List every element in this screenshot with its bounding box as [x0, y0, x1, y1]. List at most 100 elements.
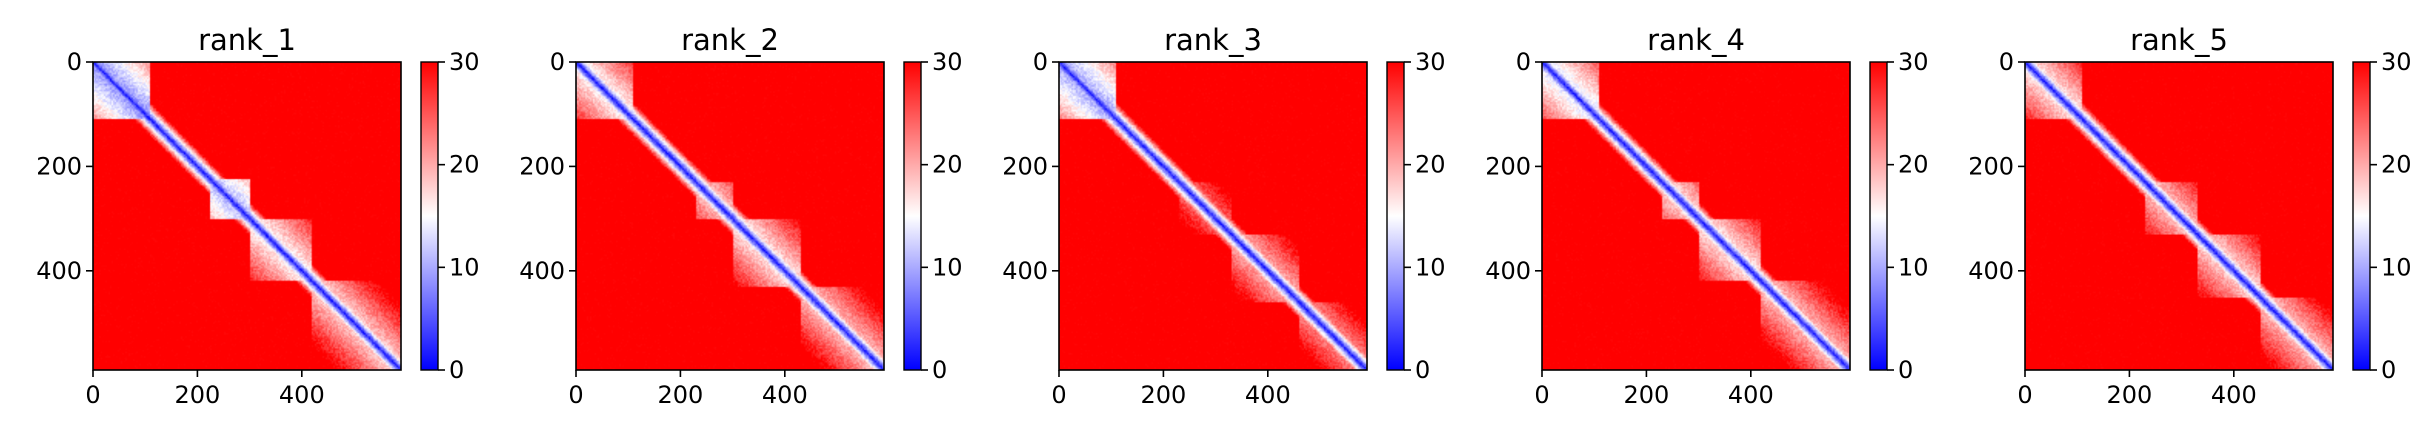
panel-rank-2: rank_2 0 200 400 0 200 400 0 10 20 30: [519, 23, 962, 409]
x-tick-label: 0: [85, 381, 100, 409]
x-tick-label: 200: [1141, 381, 1187, 409]
y-tick-200: 200: [1968, 152, 2025, 180]
colorbar: [2352, 61, 2371, 371]
x-tick-label: 400: [762, 381, 808, 409]
colorbar-tick-label: 10: [1898, 253, 1929, 281]
colorbar: [903, 61, 922, 371]
y-tick-400: 400: [1485, 257, 1542, 285]
colorbar-tick-label: 0: [932, 356, 947, 384]
axes-frame: [2024, 61, 2334, 371]
y-tick-label: 200: [1002, 152, 1048, 180]
x-tick-0: 0: [1534, 370, 1550, 409]
panel-rank-4: rank_4 0 200 400 0 200 400 0 10 20 30: [1485, 23, 1928, 409]
pae-heatmap: [93, 62, 401, 370]
x-tick-400: 400: [1728, 370, 1774, 409]
x-tick-0: 0: [2017, 370, 2033, 409]
y-tick-label: 200: [519, 152, 565, 180]
pae-heatmap: [1542, 62, 1850, 370]
colorbar-tick-label: 0: [1415, 356, 1430, 384]
colorbar-tick-0: 0: [921, 356, 947, 384]
y-tick-0: 0: [1516, 48, 1542, 76]
y-tick-label: 400: [1968, 257, 2014, 285]
x-tick-label: 0: [1534, 381, 1549, 409]
panel-rank-1: rank_1 0 200 400 0 200 400 0 10 20 30: [36, 23, 479, 409]
colorbar-tick-20: 20: [2370, 151, 2412, 179]
colorbar-tick-label: 10: [449, 253, 480, 281]
x-tick-200: 200: [1141, 370, 1187, 409]
colorbar: [1869, 61, 1888, 371]
y-tick-0: 0: [1999, 48, 2025, 76]
colorbar-tick-10: 10: [1887, 253, 1929, 281]
colorbar-tick-label: 30: [449, 48, 480, 76]
colorbar-tick-label: 20: [449, 151, 480, 179]
panel-title: rank_3: [1164, 23, 1262, 57]
y-tick-200: 200: [1485, 152, 1542, 180]
x-tick-200: 200: [1624, 370, 1669, 409]
colorbar: [420, 61, 439, 371]
colorbar-tick-10: 10: [1404, 253, 1446, 281]
panel-title: rank_2: [681, 23, 779, 57]
y-tick-0: 0: [1033, 48, 1059, 76]
axes-frame: [1058, 61, 1368, 371]
colorbar-tick-20: 20: [921, 151, 963, 179]
y-tick-label: 400: [1485, 257, 1531, 285]
colorbar-tick-20: 20: [438, 151, 480, 179]
colorbar-tick-label: 30: [932, 48, 963, 76]
y-tick-200: 200: [36, 152, 93, 180]
y-tick-label: 0: [1033, 48, 1048, 76]
pae-heatmap: [1059, 62, 1367, 370]
colorbar-tick-10: 10: [438, 253, 480, 281]
colorbar-tick-label: 20: [932, 151, 963, 179]
colorbar-tick-30: 30: [1404, 48, 1446, 76]
colorbar-tick-30: 30: [1887, 48, 1929, 76]
y-tick-label: 200: [1485, 152, 1531, 180]
panel-rank-3: rank_3 0 200 400 0 200 400 0 10 20 30: [1002, 23, 1445, 409]
x-tick-400: 400: [762, 370, 808, 409]
y-tick-0: 0: [67, 48, 93, 76]
x-tick-label: 400: [279, 381, 325, 409]
x-tick-label: 0: [1051, 381, 1066, 409]
colorbar-tick-0: 0: [1887, 356, 1913, 384]
pae-heatmap: [2025, 62, 2333, 370]
x-tick-label: 400: [1728, 381, 1774, 409]
y-tick-200: 200: [519, 152, 576, 180]
x-tick-label: 400: [1245, 381, 1291, 409]
pae-heatmap: [576, 62, 884, 370]
colorbar-tick-label: 10: [932, 253, 963, 281]
colorbar-tick-20: 20: [1887, 151, 1929, 179]
x-tick-0: 0: [85, 370, 101, 409]
axes-frame: [1541, 61, 1851, 371]
x-tick-200: 200: [175, 370, 220, 409]
colorbar-tick-20: 20: [1404, 151, 1446, 179]
y-tick-label: 0: [1516, 48, 1531, 76]
y-tick-label: 400: [1002, 257, 1048, 285]
y-tick-label: 400: [519, 257, 565, 285]
y-tick-400: 400: [1002, 257, 1059, 285]
x-tick-400: 400: [279, 370, 325, 409]
colorbar-tick-label: 10: [2381, 253, 2412, 281]
x-tick-label: 0: [568, 381, 583, 409]
panel-rank-5: rank_5 0 200 400 0 200 400 0 10 20 30: [1968, 23, 2411, 409]
colorbar-tick-0: 0: [1404, 356, 1430, 384]
colorbar-tick-label: 0: [2381, 356, 2396, 384]
y-tick-400: 400: [36, 257, 93, 285]
colorbar-tick-label: 0: [1898, 356, 1913, 384]
x-tick-label: 200: [658, 381, 704, 409]
x-tick-0: 0: [568, 370, 584, 409]
colorbar-tick-0: 0: [2370, 356, 2396, 384]
colorbar-tick-label: 20: [2381, 151, 2412, 179]
colorbar-tick-label: 20: [1898, 151, 1929, 179]
x-tick-200: 200: [2107, 370, 2152, 409]
colorbar-tick-label: 10: [1415, 253, 1446, 281]
y-tick-200: 200: [1002, 152, 1059, 180]
y-tick-0: 0: [550, 48, 576, 76]
colorbar-tick-label: 30: [1415, 48, 1446, 76]
axes-frame: [575, 61, 885, 371]
colorbar-tick-label: 30: [2381, 48, 2412, 76]
colorbar-tick-label: 30: [1898, 48, 1929, 76]
y-tick-label: 400: [36, 257, 82, 285]
x-tick-400: 400: [1245, 370, 1291, 409]
panel-title: rank_1: [198, 23, 296, 57]
colorbar-tick-30: 30: [438, 48, 480, 76]
